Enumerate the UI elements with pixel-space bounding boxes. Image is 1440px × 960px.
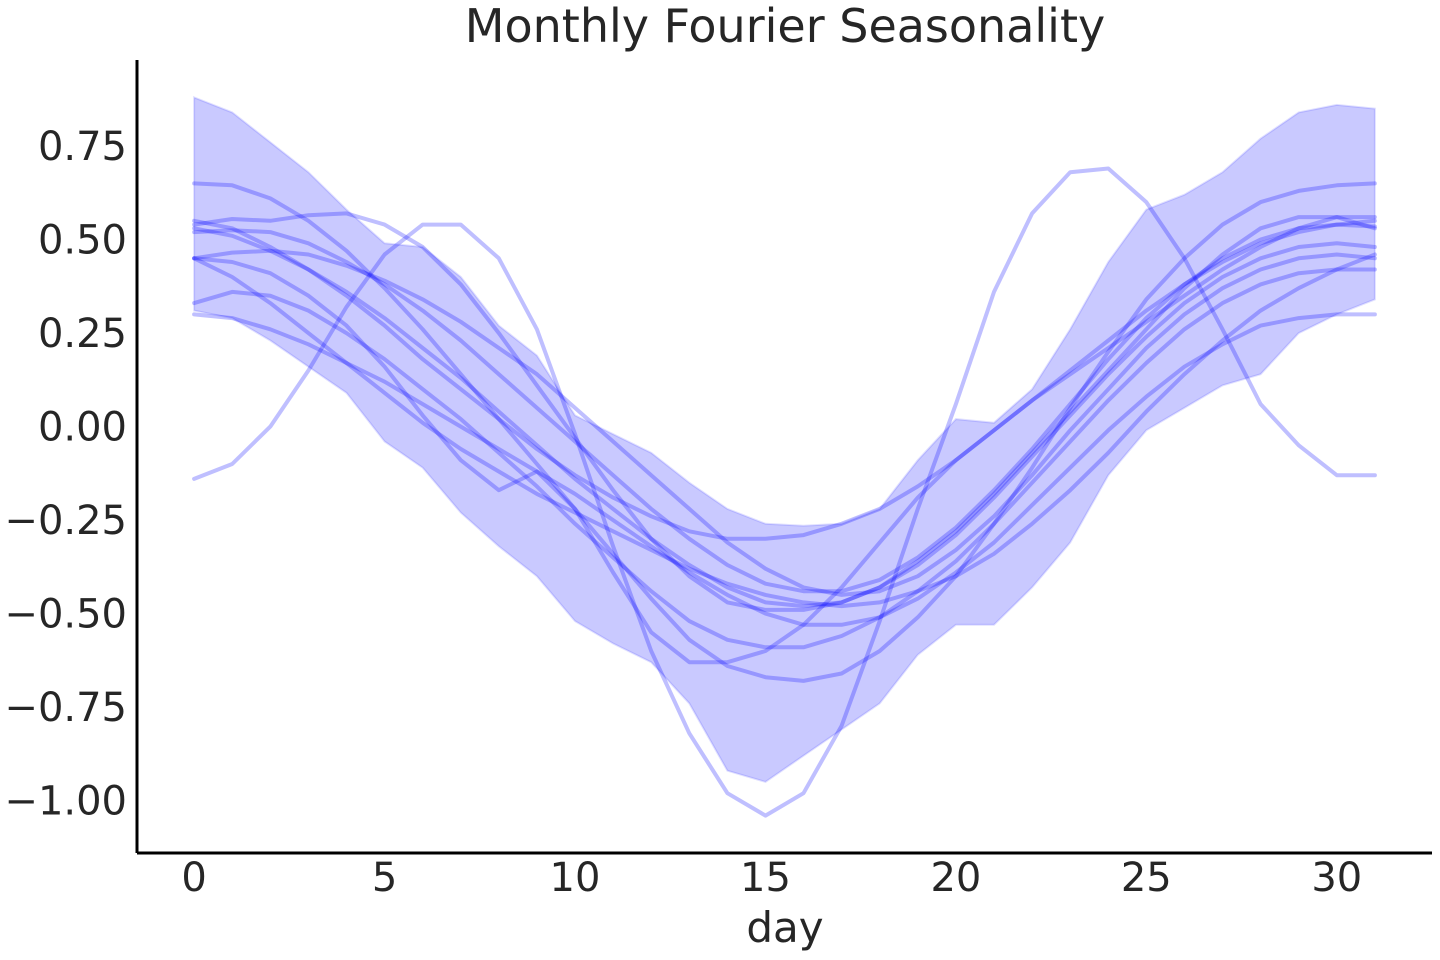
x-tick-label: 25 [1121, 855, 1172, 901]
series-line-10 [192, 215, 1377, 665]
series-line-2 [192, 181, 1377, 683]
series-line-3 [192, 222, 1377, 594]
x-tick-label: 0 [181, 855, 206, 901]
series-line-7 [192, 252, 1377, 609]
x-axis-label: day [746, 903, 823, 952]
series-line-9 [192, 226, 1377, 609]
y-tick-label: −0.50 [4, 592, 127, 638]
y-tick-label: 0.50 [38, 218, 127, 264]
series-line-6 [192, 267, 1377, 650]
x-tick-label: 15 [740, 855, 791, 901]
series-line-5 [192, 248, 1377, 597]
chart-title: Monthly Fourier Seasonality [465, 0, 1105, 53]
confidence-band [193, 95, 1376, 783]
x-tick-label: 30 [1311, 855, 1362, 901]
y-tick-labels: 0.75 0.50 0.25 0.00 −0.25 −0.50 −0.75 −1.00 [4, 124, 127, 825]
confidence-band-layer [193, 95, 1376, 783]
series-line-8 [192, 312, 1377, 627]
x-tick-label: 5 [372, 855, 397, 901]
y-tick-label: −0.25 [4, 498, 127, 544]
x-tick-label: 20 [930, 855, 981, 901]
x-tick-labels: 0 5 10 15 20 25 30 [181, 855, 1362, 901]
y-tick-label: −1.00 [4, 779, 127, 825]
series-lines-layer [192, 166, 1377, 818]
x-tick-label: 10 [550, 855, 601, 901]
y-tick-label: 0.25 [38, 311, 127, 357]
y-tick-label: 0.00 [38, 405, 127, 451]
y-tick-label: −0.75 [4, 685, 127, 731]
y-tick-label: 0.75 [38, 124, 127, 170]
series-line-1 [192, 166, 1377, 818]
series-line-11 [192, 211, 1377, 612]
series-line-4 [192, 218, 1377, 541]
